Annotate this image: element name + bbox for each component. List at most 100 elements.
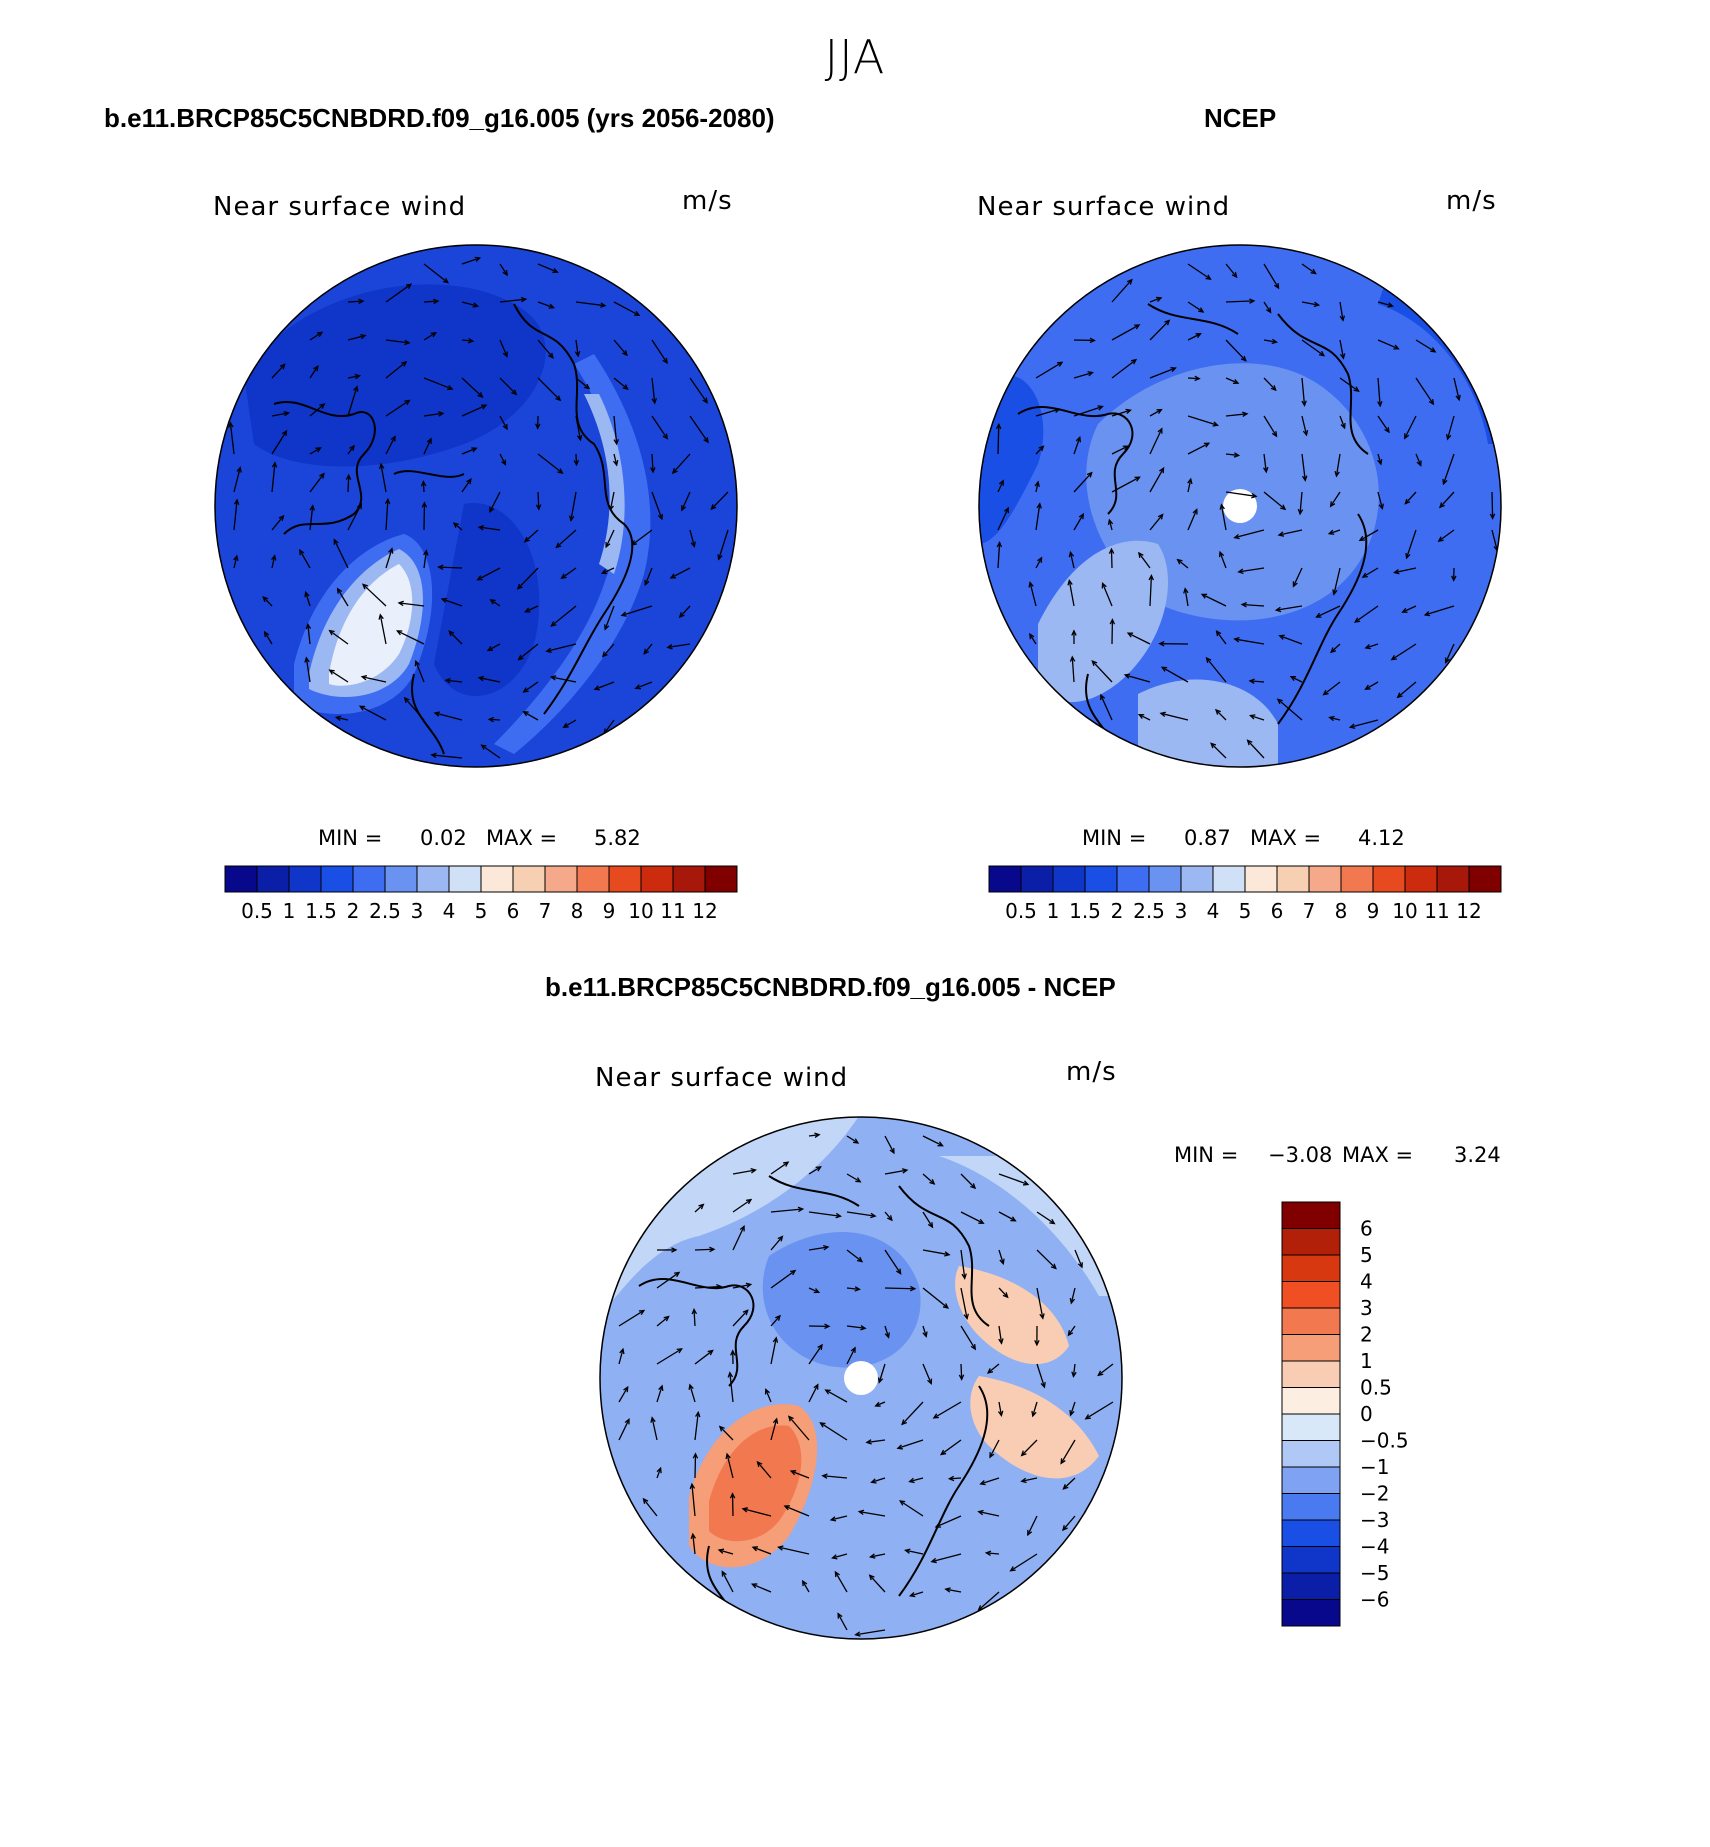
wind-arrow-head (568, 515, 575, 522)
wind-arrow-head (829, 1516, 837, 1522)
wind-arrow-head (414, 659, 420, 667)
wind-arrow (537, 263, 558, 273)
wind-arrow (1263, 339, 1277, 343)
diff-pos-east (955, 1266, 1069, 1365)
wind-arrow-head (1125, 408, 1132, 415)
wind-arrow (621, 605, 653, 617)
wind-arrow (1225, 263, 1238, 278)
colorbar-tick-label: 8 (1335, 899, 1348, 923)
wind-arrow-head (1009, 1566, 1016, 1572)
wind-arrow-head (624, 1418, 630, 1425)
wind-arrow-head (1423, 611, 1431, 617)
wind-arrow-head (854, 1286, 861, 1292)
wind-arrow (379, 614, 387, 645)
wind-arrow-head (1002, 1292, 1009, 1299)
wind-arrow-head (328, 629, 335, 636)
colorbar-box (1281, 1228, 1341, 1256)
wind-arrow-head (601, 651, 608, 658)
wind-arrow-head (745, 1198, 753, 1205)
colorbar-tick-label: −6 (1360, 1588, 1389, 1612)
wind-arrow-head (1328, 715, 1335, 722)
wind-arrow-head (741, 1507, 748, 1513)
diff-polar-map (599, 1116, 1123, 1640)
wind-arrow-head (354, 373, 362, 380)
colorbar-box (1436, 865, 1470, 893)
wind-arrow-head (448, 630, 455, 637)
obs-units-label: m/s (1446, 186, 1497, 216)
wind-arrow-head (1069, 1297, 1076, 1305)
wind-arrow-head (1246, 739, 1253, 746)
wind-arrow-head (963, 1313, 969, 1321)
wind-arrow-head (908, 1477, 915, 1484)
wind-arrow-head (1242, 411, 1249, 417)
colorbar-box (988, 865, 1022, 893)
colorbar-box (672, 865, 706, 893)
colorbar-tick-label: 12 (692, 899, 717, 923)
colorbar-box (1281, 1254, 1341, 1282)
wind-arrow-head (1334, 471, 1340, 478)
model-min-value: 0.02 (420, 826, 467, 850)
wind-arrow-head (604, 624, 610, 631)
wind-arrow (909, 1477, 924, 1483)
wind-arrow-head (707, 1349, 714, 1356)
colorbar-box (1468, 865, 1502, 893)
wind-arrow (518, 643, 539, 661)
wind-arrow-head (1194, 375, 1201, 382)
colorbar-tick-label: 11 (1424, 899, 1449, 923)
wind-arrow-head (1339, 353, 1346, 360)
wind-arrow-head (874, 1401, 881, 1407)
model-colorbar: 0.5 1 1.5 2 2.5 3 4 5 6 7 8 9 10 11 12 (224, 865, 738, 923)
wind-arrow-head (423, 549, 429, 556)
wind-arrow (359, 705, 387, 721)
wind-arrow (651, 491, 663, 520)
wind-arrow-head (852, 1138, 860, 1144)
wind-arrow-head (1158, 640, 1165, 647)
wind-arrow-head (401, 360, 408, 367)
wind-arrow (1100, 694, 1113, 721)
wind-arrow-head (1265, 307, 1272, 314)
wind-arrow-head (783, 1161, 790, 1167)
wind-arrow-head (501, 459, 507, 466)
wind-arrow (644, 567, 653, 586)
colorbar-tick-label: 3 (1360, 1296, 1373, 1320)
wind-arrow-head (835, 1212, 842, 1219)
colorbar-box (1281, 1599, 1341, 1627)
wind-arrow (830, 1515, 848, 1521)
wind-arrow (575, 301, 606, 307)
wind-arrow (229, 422, 235, 455)
wind-arrow-head (278, 514, 285, 522)
wind-arrow-head (801, 1579, 808, 1587)
wind-arrow-head (1231, 271, 1238, 279)
colorbar-tick-label: −5 (1360, 1561, 1389, 1585)
wind-arrow-head (669, 573, 677, 579)
wind-arrow-head (361, 583, 369, 590)
wind-arrow (271, 462, 276, 493)
wind-arrow (1301, 377, 1306, 406)
wind-arrow (1339, 301, 1344, 321)
colorbar-tick-label: 0.5 (1005, 899, 1037, 923)
wind-arrow (499, 298, 526, 303)
wind-arrow-head (787, 1415, 794, 1422)
wind-arrow (613, 415, 618, 444)
colorbar-tick-label: 5 (1239, 899, 1252, 923)
wind-arrow (1070, 1287, 1076, 1304)
wind-arrow-head (942, 1303, 950, 1309)
wind-arrow-head (729, 1492, 736, 1499)
wind-arrow (808, 1344, 823, 1365)
wind-arrow-head (1049, 1218, 1056, 1225)
wind-arrow (1446, 415, 1455, 440)
colorbar-tick-label: 5 (1360, 1243, 1373, 1267)
wind-arrow (1108, 519, 1113, 531)
wind-arrow-head (1071, 1371, 1077, 1378)
wind-arrow-head (1353, 617, 1361, 623)
wind-arrow (1149, 575, 1153, 607)
wind-arrow-head (1034, 1340, 1040, 1347)
wind-arrow-head (550, 621, 557, 627)
wind-arrow (846, 1249, 863, 1263)
wind-arrow (1069, 552, 1075, 569)
wind-arrow (643, 1498, 658, 1517)
wind-arrow-head (489, 598, 496, 605)
wind-arrow-head (1262, 466, 1269, 474)
wind-arrow (490, 599, 501, 607)
wind-arrow-head (745, 1282, 753, 1288)
